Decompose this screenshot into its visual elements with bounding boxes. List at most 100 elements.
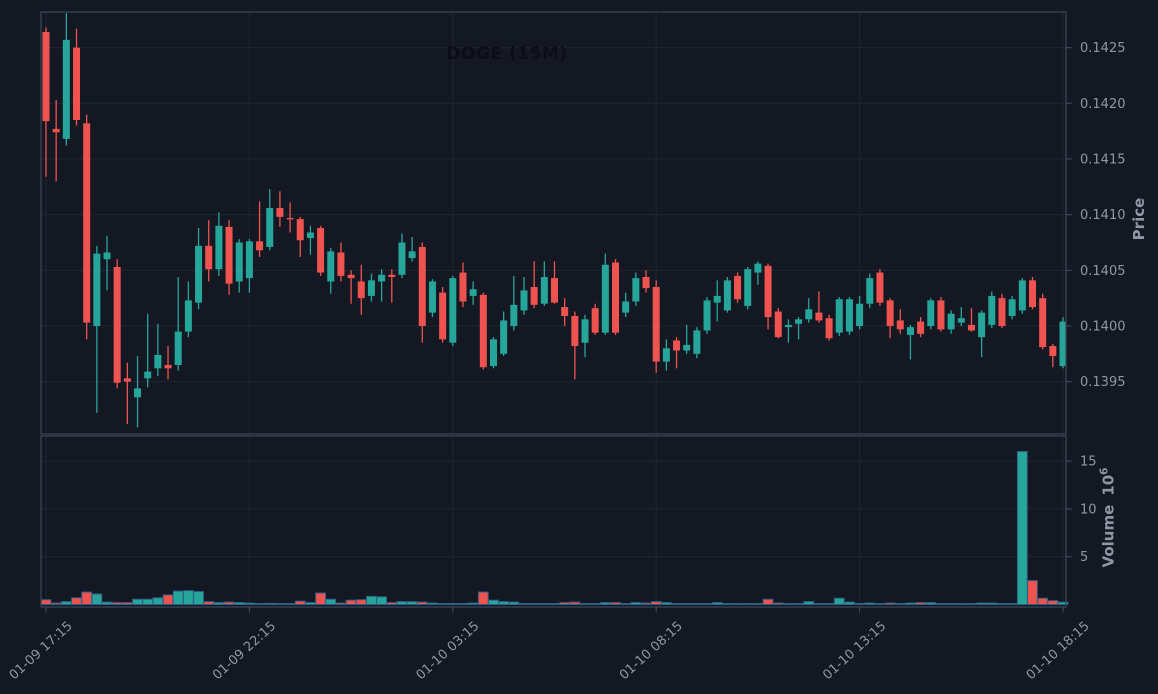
candle-body bbox=[134, 388, 142, 398]
candle-body bbox=[123, 378, 131, 382]
candle-body bbox=[1049, 346, 1057, 357]
candle-body bbox=[591, 308, 599, 333]
volume-bar bbox=[650, 601, 662, 606]
volume-bar bbox=[783, 603, 794, 605]
candle-body bbox=[52, 128, 60, 133]
volume-bar bbox=[630, 602, 642, 606]
candle-body bbox=[205, 245, 213, 270]
volume-bar bbox=[193, 591, 204, 605]
candle-body bbox=[245, 241, 253, 279]
candle-body bbox=[113, 266, 121, 383]
candle-body bbox=[398, 242, 406, 275]
candle-body bbox=[367, 280, 375, 296]
candle-body bbox=[154, 354, 162, 369]
volume-bar bbox=[671, 603, 682, 606]
volume-axis-label: Volume106 bbox=[1098, 467, 1118, 568]
x-tick-label: 01-10 03:15 bbox=[413, 619, 482, 683]
candle-body bbox=[408, 251, 416, 259]
volume-bar bbox=[406, 601, 418, 606]
candle-body bbox=[327, 251, 335, 282]
price-tick-label: 0.1415 bbox=[1080, 152, 1126, 167]
candle-body bbox=[347, 274, 355, 279]
price-tick-label: 0.1420 bbox=[1080, 97, 1126, 112]
candle-body bbox=[459, 272, 467, 302]
volume-bar bbox=[711, 602, 723, 606]
candle-body bbox=[561, 307, 569, 316]
volume-bar bbox=[823, 603, 835, 606]
volume-bar bbox=[498, 601, 510, 606]
volume-bar bbox=[742, 603, 754, 606]
candle-body bbox=[734, 275, 742, 300]
candle-body bbox=[978, 312, 986, 338]
volume-bar bbox=[1027, 580, 1038, 605]
volume-bar bbox=[935, 603, 947, 606]
candle-body bbox=[174, 331, 182, 365]
price-tick-label: 0.1410 bbox=[1080, 208, 1126, 223]
candle-body bbox=[266, 207, 274, 247]
candle-body bbox=[540, 277, 548, 304]
price-tick-label: 0.1405 bbox=[1080, 264, 1126, 279]
candle-body bbox=[988, 295, 996, 325]
candle-body bbox=[693, 330, 701, 354]
candle-body bbox=[967, 324, 975, 331]
volume-bar bbox=[325, 598, 337, 606]
candle-body bbox=[917, 321, 925, 334]
volume-bar bbox=[488, 599, 499, 605]
volume-bar bbox=[376, 596, 388, 605]
volume-bar bbox=[274, 603, 286, 606]
volume-tick-label: 10 bbox=[1080, 502, 1097, 517]
candle-body bbox=[927, 300, 935, 326]
volume-bar bbox=[50, 602, 62, 605]
candle-body bbox=[795, 319, 803, 324]
candle-body bbox=[896, 320, 904, 330]
volume-bar bbox=[732, 603, 743, 605]
volume-bar bbox=[549, 603, 560, 605]
volume-bar bbox=[1047, 600, 1059, 606]
candle-body bbox=[73, 47, 81, 121]
volume-bar bbox=[111, 602, 123, 606]
volume-bar bbox=[610, 602, 621, 606]
x-tick-label: 01-09 17:15 bbox=[7, 619, 76, 683]
volume-bar bbox=[579, 603, 591, 606]
volume-bar bbox=[457, 603, 469, 606]
volume-bar bbox=[284, 603, 296, 605]
candle-body bbox=[439, 292, 447, 340]
volume-bar bbox=[762, 598, 774, 606]
candle-body bbox=[998, 298, 1006, 326]
candle-body bbox=[784, 324, 792, 328]
volume-bar bbox=[996, 603, 1008, 606]
volume-bar bbox=[355, 599, 367, 605]
candle-body bbox=[632, 278, 640, 302]
volume-bar bbox=[315, 592, 326, 606]
chart-title: DOGE (15M) bbox=[446, 44, 568, 64]
candle-body bbox=[286, 217, 294, 220]
candle-body bbox=[642, 277, 650, 289]
candle-body bbox=[184, 300, 192, 332]
volume-bar bbox=[518, 603, 530, 606]
candle-body bbox=[703, 300, 711, 331]
volume-panel-frame bbox=[40, 435, 1067, 608]
volume-bar bbox=[81, 591, 93, 606]
x-tick-label: 01-10 13:15 bbox=[820, 619, 889, 683]
volume-bar bbox=[223, 601, 235, 605]
volume-bar bbox=[925, 602, 937, 606]
candle-body bbox=[957, 318, 965, 323]
candle-body bbox=[1018, 280, 1026, 311]
candle-body bbox=[337, 252, 345, 276]
volume-bar bbox=[976, 602, 988, 605]
volume-bar bbox=[427, 602, 438, 605]
volume-bar bbox=[71, 597, 82, 605]
candle-body bbox=[520, 290, 528, 311]
volume-bar bbox=[40, 599, 52, 605]
volume-bar bbox=[833, 597, 845, 606]
volume-bar bbox=[335, 602, 347, 605]
volume-bar bbox=[416, 601, 428, 605]
candle-body bbox=[235, 242, 243, 282]
candle-body bbox=[805, 309, 813, 320]
volume-bar bbox=[477, 591, 489, 606]
volume-bar bbox=[1006, 603, 1018, 606]
volume-bar bbox=[660, 602, 672, 606]
candle-body bbox=[662, 348, 670, 362]
volume-bar bbox=[772, 602, 784, 605]
